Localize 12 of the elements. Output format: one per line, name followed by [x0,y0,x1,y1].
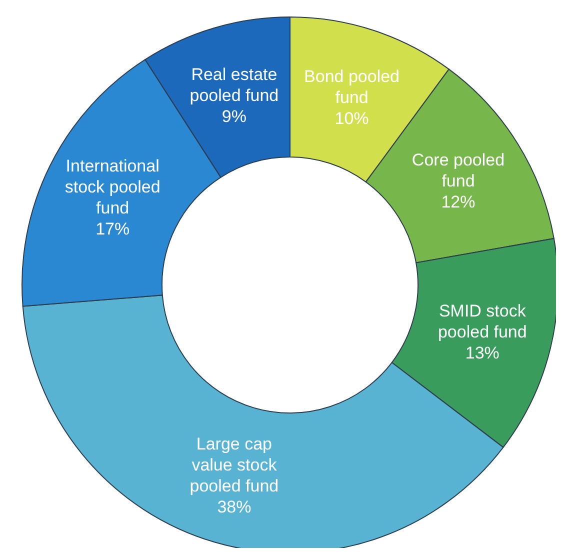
data-label: 10% [334,108,369,128]
slice-label: Core pooled fund [412,150,505,190]
slice-label: Large cap value stock pooled fund [190,434,279,495]
data-label: 38% [217,496,252,516]
slice-label: International stock pooled fund [64,156,160,218]
data-label: 9% [222,106,247,126]
slice-label: Real estate pooled fund [190,64,279,105]
data-label: 13% [465,343,500,362]
slice-label: Bond pooled fund [304,66,400,106]
slice-label: SMID stock pooled fund [438,301,527,342]
data-label: 17% [96,219,130,238]
data-label: 12% [441,192,476,212]
